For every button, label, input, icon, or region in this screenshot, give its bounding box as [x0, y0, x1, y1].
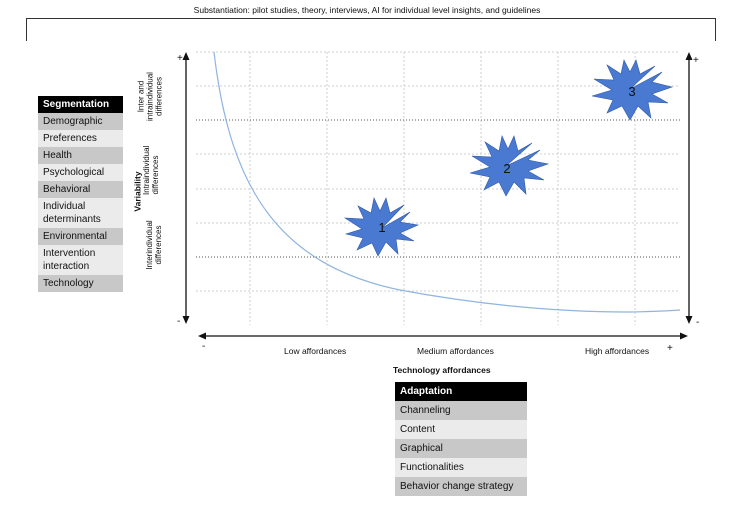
segmentation-item: Preferences [38, 130, 123, 147]
adaptation-item: Behavior change strategy [395, 477, 527, 496]
segmentation-list: Segmentation Demographic Preferences Hea… [38, 96, 123, 292]
y-axis-right [685, 52, 693, 324]
x-axis-minus: - [202, 341, 206, 352]
adaptation-item: Channeling [395, 401, 527, 420]
x-axis-title: Technology affordances [393, 365, 491, 375]
adaptation-header: Adaptation [395, 382, 527, 401]
segmentation-header: Segmentation [38, 96, 123, 113]
segmentation-item: Environmental [38, 228, 123, 245]
x-axis-plus: + [667, 343, 673, 354]
variability-curve [213, 51, 681, 313]
x-label-medium: Medium affordances [417, 346, 494, 356]
star-marker-3: 3 [591, 59, 674, 121]
adaptation-list: Adaptation Channeling Content Graphical … [395, 382, 527, 496]
segmentation-item: Psychological [38, 164, 123, 181]
segmentation-item: Technology [38, 275, 123, 292]
adaptation-item: Content [395, 420, 527, 439]
star-label-1: 1 [378, 220, 385, 235]
y-axis-plus-left: + [177, 53, 183, 64]
title-bracket [26, 18, 716, 41]
adaptation-item: Graphical [395, 439, 527, 458]
x-label-high: High affordances [585, 346, 650, 356]
x-label-low: Low affordances [284, 346, 347, 356]
star-marker-1: 1 [343, 197, 420, 257]
y-axis-minus-right: - [696, 317, 700, 328]
star-marker-2: 2 [469, 135, 550, 197]
y-axis-left [182, 52, 190, 324]
segmentation-item: Demographic [38, 113, 123, 130]
y-axis-minus-left: - [177, 316, 181, 327]
y-axis-plus-right: + [693, 55, 699, 66]
x-axis [198, 332, 688, 340]
segmentation-item: Behavioral [38, 181, 123, 198]
diagram-title: Substantiation: pilot studies, theory, i… [193, 5, 541, 15]
star-label-2: 2 [503, 161, 510, 176]
band-label-inter: Interindividual differences [145, 220, 163, 270]
adaptation-item: Functionalities [395, 458, 527, 477]
segmentation-item: Health [38, 147, 123, 164]
band-label-intra: Intraindividual differences [142, 145, 160, 195]
band-label-inter-intra: Inter and intraindividual differences [136, 72, 164, 121]
segmentation-item: Intervention interaction [38, 245, 123, 275]
segmentation-item: Individual determinants [38, 198, 123, 228]
grid [196, 51, 680, 325]
star-label-3: 3 [628, 84, 635, 99]
